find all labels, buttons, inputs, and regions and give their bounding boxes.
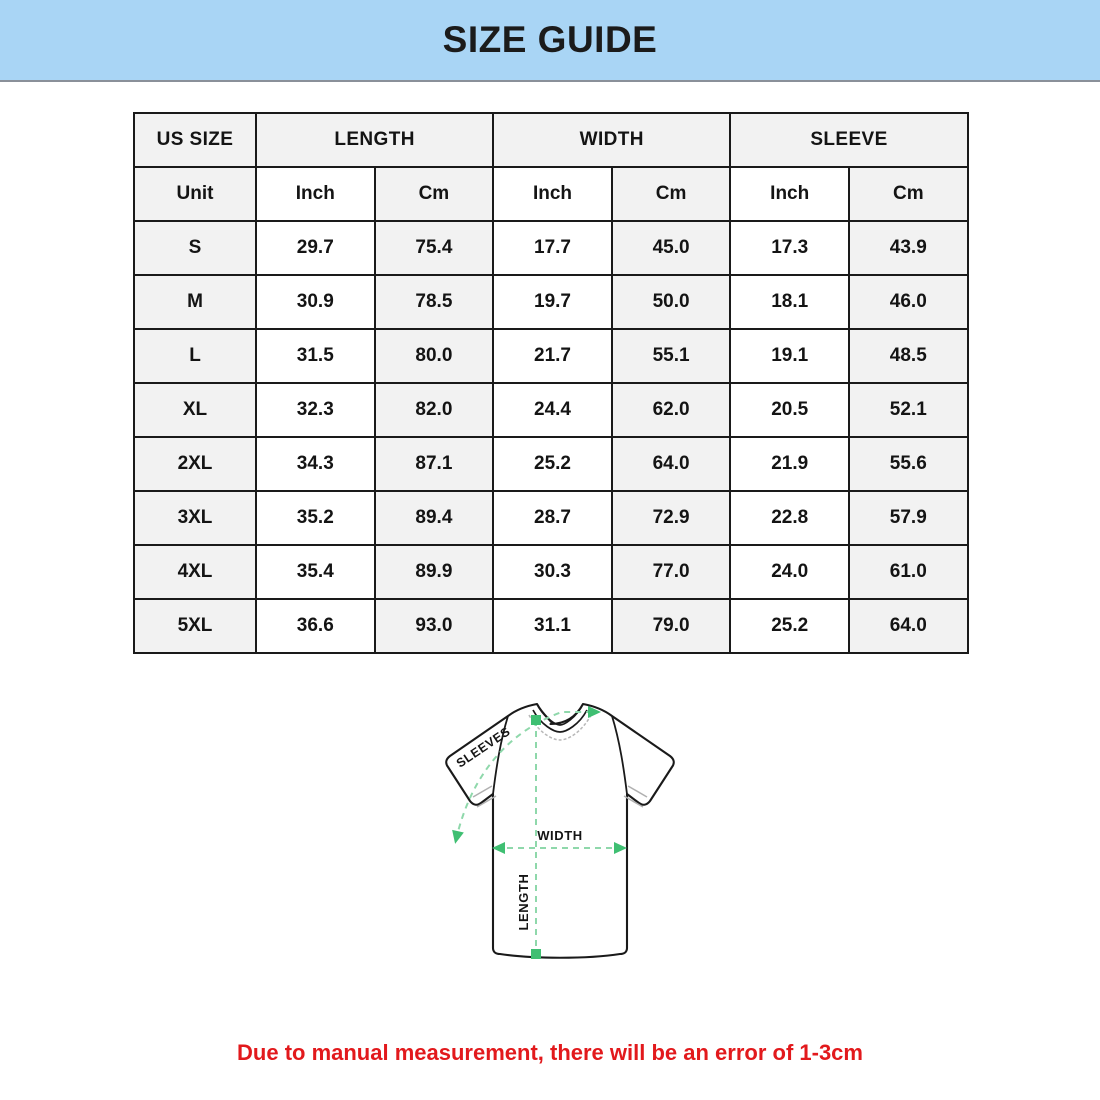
width-label: WIDTH (537, 828, 583, 843)
table-row: 2XL 34.3 87.1 25.2 64.0 21.9 55.6 (133, 436, 969, 492)
tshirt-illustration: SLEEVES WIDTH LENGTH (445, 702, 675, 959)
cell-sleeve-cm: 64.0 (848, 598, 969, 654)
cell-size: XL (133, 382, 257, 438)
cell-width-cm: 45.0 (610, 220, 732, 276)
cell-sleeve-cm: 48.5 (848, 328, 969, 384)
table-row: XL 32.3 82.0 24.4 62.0 20.5 52.1 (133, 382, 969, 438)
table-row: 5XL 36.6 93.0 31.1 79.0 25.2 64.0 (133, 598, 969, 654)
cell-width-in: 25.2 (492, 436, 613, 492)
cell-length-in: 31.5 (255, 328, 376, 384)
cell-size: 3XL (133, 490, 257, 546)
cell-length-cm: 80.0 (373, 328, 495, 384)
cell-size: 4XL (133, 544, 257, 600)
cell-width-cm: 55.1 (610, 328, 732, 384)
group-header-row: US SIZE LENGTH WIDTH SLEEVE (133, 112, 969, 168)
measurement-disclaimer: Due to manual measurement, there will be… (237, 1040, 863, 1065)
cell-length-cm: 89.4 (373, 490, 495, 546)
table-body: S 29.7 75.4 17.7 45.0 17.3 43.9 M 30.9 7… (133, 220, 969, 654)
cell-sleeve-in: 22.8 (729, 490, 850, 546)
header-width-cm: Cm (610, 166, 732, 222)
table-row: 3XL 35.2 89.4 28.7 72.9 22.8 57.9 (133, 490, 969, 546)
header-sleeve-cm: Cm (848, 166, 969, 222)
header-unit: Unit (133, 166, 257, 222)
cell-length-in: 34.3 (255, 436, 376, 492)
cell-length-in: 35.2 (255, 490, 376, 546)
header-length: LENGTH (254, 112, 495, 168)
cell-width-cm: 72.9 (610, 490, 732, 546)
cell-size: L (133, 328, 257, 384)
cell-sleeve-in: 17.3 (729, 220, 850, 276)
table-row: S 29.7 75.4 17.7 45.0 17.3 43.9 (133, 220, 969, 276)
cell-width-cm: 79.0 (610, 598, 732, 654)
cell-sleeve-in: 24.0 (729, 544, 850, 600)
cell-width-in: 21.7 (492, 328, 613, 384)
cell-length-in: 36.6 (255, 598, 376, 654)
cell-width-in: 31.1 (492, 598, 613, 654)
cell-width-cm: 62.0 (610, 382, 732, 438)
cell-length-cm: 78.5 (373, 274, 495, 330)
cell-sleeve-cm: 57.9 (848, 490, 969, 546)
page-title: SIZE GUIDE (442, 19, 658, 60)
cell-width-in: 17.7 (492, 220, 613, 276)
cell-sleeve-in: 20.5 (729, 382, 850, 438)
cell-width-cm: 50.0 (610, 274, 732, 330)
cell-length-in: 32.3 (255, 382, 376, 438)
header-us-size: US SIZE (133, 112, 257, 168)
cell-width-in: 19.7 (492, 274, 613, 330)
length-label: LENGTH (516, 873, 531, 930)
cell-sleeve-in: 21.9 (729, 436, 850, 492)
cell-width-in: 28.7 (492, 490, 613, 546)
cell-length-cm: 89.9 (373, 544, 495, 600)
cell-length-in: 29.7 (255, 220, 376, 276)
table-row: M 30.9 78.5 19.7 50.0 18.1 46.0 (133, 274, 969, 330)
cell-length-in: 30.9 (255, 274, 376, 330)
table-row: 4XL 35.4 89.9 30.3 77.0 24.0 61.0 (133, 544, 969, 600)
cell-length-in: 35.4 (255, 544, 376, 600)
unit-header-row: Unit Inch Cm Inch Cm Inch Cm (133, 166, 969, 222)
size-chart-table: US SIZE LENGTH WIDTH SLEEVE Unit Inch Cm… (133, 112, 969, 654)
cell-sleeve-cm: 52.1 (848, 382, 969, 438)
size-table-container: US SIZE LENGTH WIDTH SLEEVE Unit Inch Cm… (133, 112, 969, 654)
table-header: US SIZE LENGTH WIDTH SLEEVE Unit Inch Cm… (133, 112, 969, 222)
sleeves-measure-guide (452, 706, 601, 844)
cell-length-cm: 93.0 (373, 598, 495, 654)
tshirt-diagram: SLEEVES WIDTH LENGTH (0, 690, 1100, 1030)
cell-width-in: 24.4 (492, 382, 613, 438)
header-sleeve: SLEEVE (729, 112, 969, 168)
cell-sleeve-cm: 61.0 (848, 544, 969, 600)
cell-length-cm: 82.0 (373, 382, 495, 438)
cell-width-in: 30.3 (492, 544, 613, 600)
header-length-inch: Inch (255, 166, 376, 222)
cell-width-cm: 77.0 (610, 544, 732, 600)
header-banner: SIZE GUIDE (0, 0, 1100, 82)
cell-sleeve-cm: 43.9 (848, 220, 969, 276)
cell-length-cm: 75.4 (373, 220, 495, 276)
cell-size: S (133, 220, 257, 276)
cell-sleeve-cm: 46.0 (848, 274, 969, 330)
header-width: WIDTH (492, 112, 732, 168)
cell-sleeve-cm: 55.6 (848, 436, 969, 492)
cell-sleeve-in: 19.1 (729, 328, 850, 384)
cell-length-cm: 87.1 (373, 436, 495, 492)
table-row: L 31.5 80.0 21.7 55.1 19.1 48.5 (133, 328, 969, 384)
header-sleeve-inch: Inch (729, 166, 850, 222)
header-width-inch: Inch (492, 166, 613, 222)
cell-width-cm: 64.0 (610, 436, 732, 492)
header-length-cm: Cm (373, 166, 495, 222)
cell-size: 2XL (133, 436, 257, 492)
cell-size: M (133, 274, 257, 330)
cell-sleeve-in: 25.2 (729, 598, 850, 654)
cell-sleeve-in: 18.1 (729, 274, 850, 330)
cell-size: 5XL (133, 598, 257, 654)
